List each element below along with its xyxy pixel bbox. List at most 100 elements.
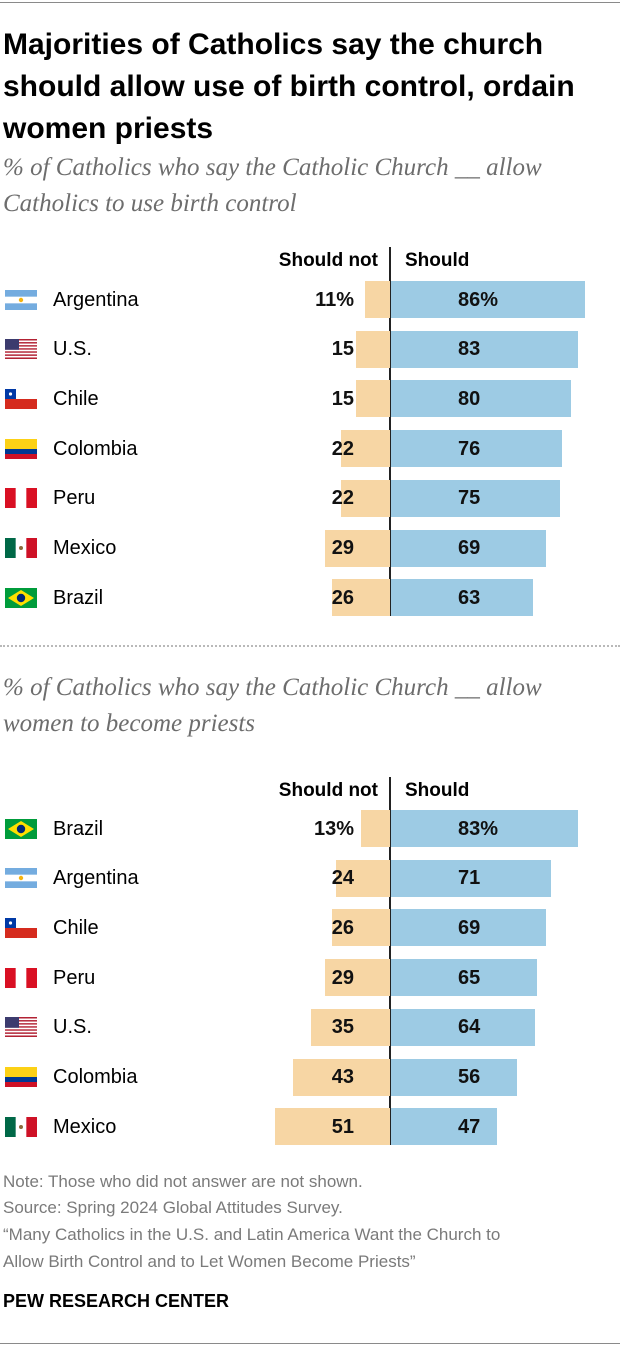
birth-control-row-label: Colombia [53,437,138,460]
birth-control-row-label: Peru [53,487,96,510]
birth-control-row-label: Chile [53,387,99,410]
brand-logo-text: PEW RESEARCH CENTER [3,1291,230,1311]
birth-control-bar-should [391,330,578,368]
birth-control-header-should: Should [405,250,470,271]
birth-control-bar-should-not [331,579,390,617]
flag-us-icon [5,1017,37,1038]
flag-peru-icon [5,967,37,988]
flag-colombia-icon [5,438,37,459]
birth-control-bar-should-not [340,430,390,468]
women-priests-bar-should [391,959,538,997]
women-priests-bar-should [391,1008,535,1046]
chart-2-subtitle: % of Catholics who say the Catholic Chur… [3,674,542,737]
women-priests-bar-should-not [336,859,390,897]
birth-control-center-divider [389,247,391,617]
report-title-line-1: “Many Catholics in the U.S. and Latin Am… [3,1225,501,1244]
women-priests-row-label: Mexico [53,1115,117,1138]
birth-control-value-should: 69 [458,537,481,559]
birth-control-value-should-not: 15 [331,387,354,410]
women-priests-value-should-not: 26 [331,916,354,939]
birth-control-value-should-not: 26 [331,586,354,609]
women-priests-bar-should-not [275,1108,390,1146]
flag-brazil-icon [5,818,37,839]
women-priests-value-should: 56 [458,1066,481,1088]
birth-control-bar-should-not [340,479,390,517]
women-priests-bar-should [391,859,551,897]
women-priests-bar-should-not [360,810,390,847]
birth-control-bar-should-not [324,529,390,567]
birth-control-bar-should-not [365,281,390,318]
birth-control-row-label: Mexico [53,537,117,559]
women-priests-value-should: 69 [458,916,481,939]
women-priests-row-label: Brazil [53,817,104,840]
birth-control-bar-should [391,430,562,468]
women-priests-center-divider [389,777,391,1146]
birth-control-value-should: 86% [458,288,499,311]
women-priests-value-should: 71 [458,867,481,890]
flag-chile-icon [5,388,37,409]
birth-control-value-should-not: 22 [331,487,354,510]
women-priests-value-should-not: 29 [331,966,354,989]
women-priests-value-should-not: 51 [331,1115,354,1138]
flag-mexico-icon [5,538,37,558]
birth-control-bar-should [391,579,533,617]
women-priests-bar-should-not [331,909,390,947]
source-text: Source: Spring 2024 Global Attitudes Sur… [3,1198,343,1217]
report-title-line-2: Allow Birth Control and to Let Women Bec… [3,1252,416,1271]
women-priests-header-should: Should [405,780,470,801]
birth-control-bar-should [391,479,560,517]
birth-control-value-should: 80 [458,387,481,410]
women-priests-value-should: 65 [458,966,481,989]
birth-control-value-should: 63 [458,586,481,609]
birth-control-value-should: 76 [458,437,481,460]
women-priests-value-should: 64 [458,1016,481,1039]
flag-colombia-icon [5,1067,37,1087]
birth-control-value-should: 75 [458,487,481,510]
women-priests-value-should-not: 43 [331,1066,354,1088]
birth-control-bar-should [391,281,585,318]
note-text: Note: Those who did not answer are not s… [3,1172,363,1191]
birth-control-value-should-not: 29 [331,537,354,559]
women-priests-value-should: 47 [458,1115,481,1138]
women-priests-bar-should [391,1058,517,1096]
women-priests-row-label: U.S. [53,1016,92,1039]
women-priests-value-should-not: 13% [313,817,354,840]
birth-control-value-should-not: 22 [331,437,354,460]
women-priests-value-should-not: 35 [331,1016,354,1039]
birth-control-value-should: 83 [458,338,481,361]
women-priests-row-label: Chile [53,916,99,939]
flag-brazil-icon [5,587,37,608]
chart-1-subtitle: % of Catholics who say the Catholic Chur… [3,154,542,217]
women-priests-bar-should [391,1108,497,1146]
flag-mexico-icon [5,1116,37,1137]
birth-control-value-should-not: 11% [315,288,354,311]
flag-argentina-icon [5,289,37,310]
women-priests-bar-should-not [324,959,390,997]
birth-control-header-should-not: Should not [278,250,378,271]
section-divider [0,645,620,647]
women-priests-value-should-not: 24 [331,867,354,890]
chart-title: Majorities of Catholics say the church s… [3,28,575,145]
women-priests-bar-should [391,909,547,947]
women-priests-header-should-not: Should not [278,780,378,801]
birth-control-value-should-not: 15 [331,338,354,361]
birth-control-row-label: U.S. [53,338,92,361]
birth-control-bar-should [391,380,571,418]
birth-control-row-label: Argentina [53,288,139,311]
bottom-rule [0,1343,620,1344]
flag-peru-icon [5,488,37,509]
birth-control-bar-should-not [356,380,390,418]
flag-argentina-icon [5,868,37,889]
flag-chile-icon [5,917,37,938]
women-priests-row-label: Colombia [53,1066,138,1088]
women-priests-bar-should [391,810,578,847]
birth-control-bar-should-not [356,330,390,368]
birth-control-bar-should [391,529,547,567]
top-rule [0,2,620,3]
flag-us-icon [5,339,37,360]
women-priests-bar-should-not [311,1008,390,1046]
women-priests-bar-should-not [293,1058,390,1096]
birth-control-row-label: Brazil [53,586,104,609]
women-priests-row-label: Peru [53,966,96,989]
women-priests-value-should: 83% [458,817,499,840]
